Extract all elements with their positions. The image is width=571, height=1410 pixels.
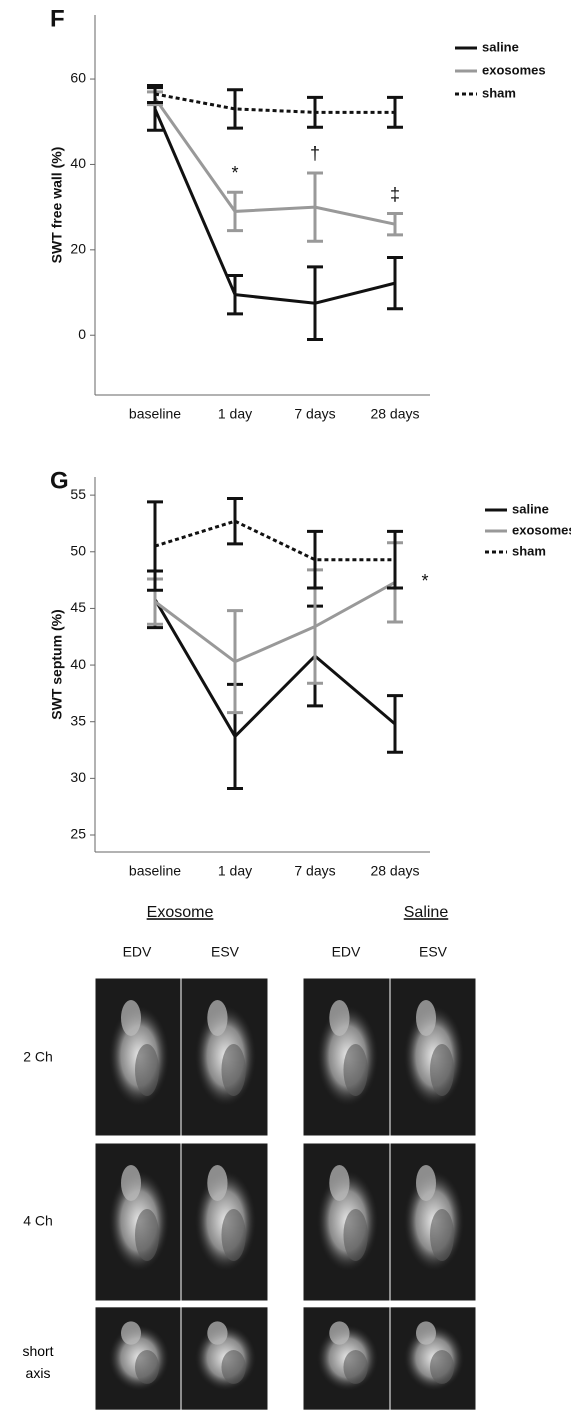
error-bar [227,497,243,546]
group-label: Exosome [147,904,214,921]
y-axis-label: SWT free wall (%) [49,147,65,264]
mri-image [95,1143,181,1301]
series-line [153,97,396,226]
mri-image [95,1307,181,1410]
y-tick-label: 55 [70,486,86,502]
series-line [154,519,395,562]
legend-label: sham [482,85,516,100]
series-line [154,581,396,664]
legend-label: sham [512,543,546,558]
row-label: short axis [22,1343,54,1381]
y-tick-label: 30 [70,769,86,785]
error-bar [307,529,323,590]
legend-label: exosomes [512,522,571,537]
mri-image [390,978,476,1136]
row-label: 2 Ch [23,1049,53,1065]
x-tick-label: 7 days [294,406,335,422]
series-line [153,598,396,739]
column-label: EDV [123,944,152,960]
mri-image [303,1307,390,1410]
mri-image [181,1307,268,1410]
mri-image [181,1143,268,1301]
mri-panel: Exosome Saline EDV ESV EDV ESV 2 Ch 4 Ch… [22,904,476,1410]
legend-label: saline [482,39,519,54]
x-tick-label: 28 days [370,863,419,879]
mri-image [181,978,268,1136]
x-tick-label: 7 days [294,863,335,879]
annotation: † [310,144,320,164]
y-tick-label: 40 [70,656,86,672]
y-tick-label: 0 [78,326,86,342]
annotation: * [421,571,428,591]
y-tick-label: 45 [70,599,86,615]
y-tick-label: 40 [70,155,86,171]
panel-label: G [50,467,69,494]
x-tick-label: baseline [129,406,181,422]
group-label: Saline [404,904,449,921]
y-tick-label: 60 [70,70,86,86]
row-label: 4 Ch [23,1213,53,1229]
legend-label: exosomes [482,62,546,77]
y-tick-label: 35 [70,712,86,728]
x-tick-label: 1 day [218,863,252,879]
y-tick-label: 20 [70,241,86,257]
panel-label: F [50,5,65,32]
error-bar [387,212,403,237]
annotation: ‡ [390,184,400,204]
annotation: * [231,163,238,183]
error-bar [227,88,243,130]
column-label: EDV [332,944,361,960]
column-label: ESV [211,944,240,960]
x-tick-label: 1 day [218,406,252,422]
error-bar [387,694,403,754]
x-tick-label: 28 days [370,406,419,422]
legend-label: saline [512,501,549,516]
y-axis-label: SWT septum (%) [49,609,65,719]
error-bar [147,83,163,105]
mri-image [95,978,181,1136]
mri-image [303,1143,390,1301]
y-tick-label: 50 [70,542,86,558]
mri-image [390,1143,476,1301]
series-line [153,108,396,305]
y-tick-label: 25 [70,826,86,842]
column-label: ESV [419,944,448,960]
mri-image [303,978,390,1136]
mri-image [390,1307,476,1410]
x-tick-label: baseline [129,863,181,879]
row-label-box: short axis [22,1343,54,1381]
series-line [154,92,395,114]
charts: F SWT free wall (%) 0 20 40 60 baseline 1 day 7 … [49,5,571,878]
